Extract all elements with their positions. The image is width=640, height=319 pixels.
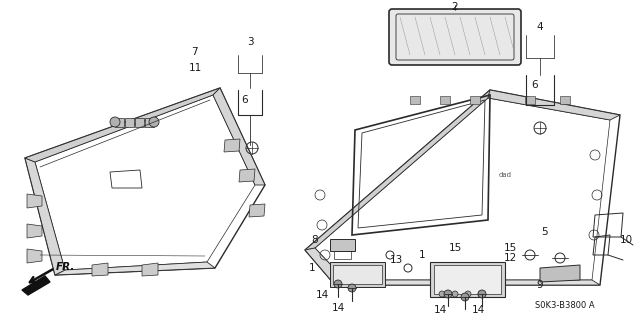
Circle shape [444,290,452,298]
Circle shape [478,290,486,298]
Polygon shape [135,118,144,127]
Polygon shape [224,139,240,152]
Text: 14: 14 [433,305,447,315]
Polygon shape [25,88,220,162]
Polygon shape [330,239,355,251]
Text: FR.: FR. [55,262,75,272]
Polygon shape [434,265,501,294]
Text: 12: 12 [504,253,516,263]
Circle shape [110,117,120,127]
Polygon shape [115,118,124,127]
Text: dad: dad [499,172,511,178]
Polygon shape [25,158,65,275]
Circle shape [461,293,469,301]
Text: 3: 3 [246,37,253,47]
Circle shape [452,291,458,297]
Polygon shape [27,224,42,238]
Text: 7: 7 [191,47,197,57]
Polygon shape [488,90,620,120]
Polygon shape [125,118,134,127]
Polygon shape [335,280,600,285]
Text: 13: 13 [389,255,403,265]
Polygon shape [470,96,480,104]
Text: 6: 6 [532,80,538,90]
Text: 14: 14 [472,305,484,315]
Text: 5: 5 [541,227,548,237]
Circle shape [478,291,484,297]
Polygon shape [239,169,255,182]
Text: 11: 11 [188,63,202,73]
Text: 8: 8 [312,235,318,245]
Polygon shape [27,249,42,263]
Polygon shape [27,194,42,208]
Polygon shape [92,263,108,276]
Text: 15: 15 [449,243,461,253]
Text: 10: 10 [620,235,632,245]
Text: 9: 9 [537,280,543,290]
Polygon shape [560,96,570,104]
Polygon shape [540,265,580,282]
Polygon shape [145,118,154,127]
Text: 14: 14 [316,290,328,300]
Text: 15: 15 [504,243,516,253]
Polygon shape [440,96,450,104]
Polygon shape [305,90,490,250]
Polygon shape [142,263,158,276]
Polygon shape [305,248,345,285]
Text: S0K3-B3800 A: S0K3-B3800 A [535,300,595,309]
Circle shape [465,291,471,297]
Text: 6: 6 [242,95,248,105]
Text: 1: 1 [419,250,426,260]
FancyBboxPatch shape [389,9,521,65]
Text: 4: 4 [537,22,543,32]
Polygon shape [525,96,535,104]
Circle shape [334,280,342,288]
Circle shape [149,117,159,127]
Polygon shape [410,96,420,104]
Text: 2: 2 [452,2,458,12]
Polygon shape [55,262,215,275]
Polygon shape [330,262,385,287]
Text: 14: 14 [332,303,344,313]
Text: 1: 1 [308,263,316,273]
Circle shape [348,284,356,292]
Circle shape [439,291,445,297]
Polygon shape [213,88,265,185]
Polygon shape [249,204,265,217]
Polygon shape [22,276,50,295]
Polygon shape [333,265,382,284]
Polygon shape [430,262,505,297]
